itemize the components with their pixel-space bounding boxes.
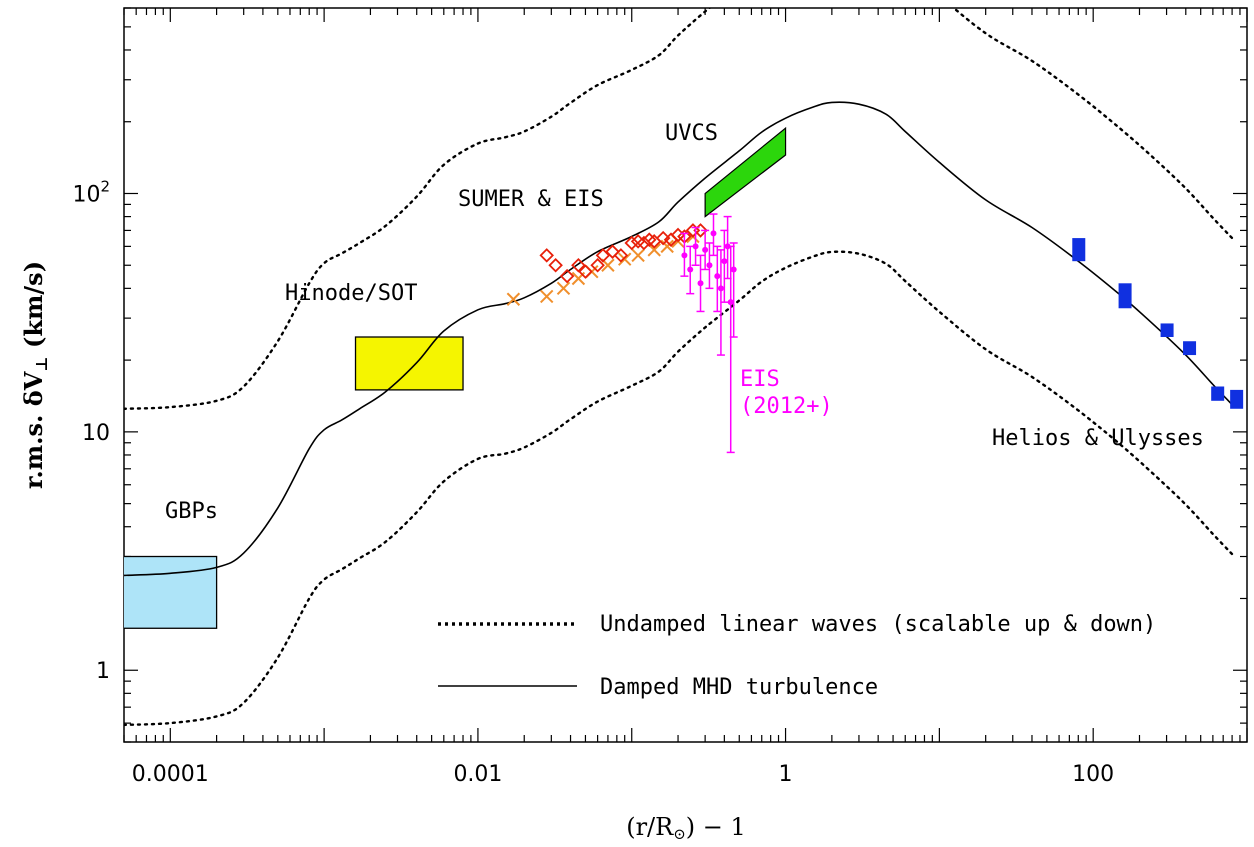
sumer-eis-cross [617, 252, 632, 266]
helios-ulysses-bar [1211, 386, 1225, 401]
cross-stroke [631, 248, 645, 263]
eis-marker [710, 230, 717, 237]
sumer-eis-cross [540, 289, 554, 304]
x-tick-label: 0.01 [453, 762, 502, 787]
cross-stroke [647, 243, 661, 257]
eis-marker [721, 258, 728, 265]
undamped-upper-line [124, 8, 1234, 410]
legend-label-undamped: Undamped linear waves (scalable up & dow… [600, 612, 1156, 637]
eis-2012-point [705, 242, 714, 290]
helios-ulysses-bar [1118, 283, 1132, 309]
eis-marker [730, 266, 737, 273]
helios-ulysses-bar [1160, 323, 1174, 338]
gbps-box [124, 555, 218, 629]
legend-label-damped: Damped MHD turbulence [600, 675, 878, 700]
sumer-eis-diamond [641, 232, 657, 247]
axis-ticks: 0.0001 0.01 1 100 1 10 102 [72, 7, 1248, 787]
eis-2012-point [701, 229, 710, 271]
cross-stroke [556, 281, 571, 296]
eis-2012-point [709, 213, 718, 257]
eis-2012-point [691, 226, 700, 266]
eis-marker [706, 262, 713, 269]
sumer-eis-diamond [630, 234, 646, 249]
sumer-eis-cross [506, 292, 521, 306]
y-tick-label: 1 [96, 659, 110, 684]
sumer-eis-diamond [605, 244, 620, 259]
helios-ulysses-bar [1072, 238, 1086, 262]
annotation-gbps: GBPs [165, 499, 218, 524]
legend: Undamped linear waves (scalable up & dow… [438, 612, 1156, 700]
sumer-eis-diamond [693, 223, 708, 238]
y-tick-label: 10 [82, 421, 110, 446]
helios-ulysses-bar [1230, 389, 1244, 409]
cross-stroke [601, 258, 615, 272]
sumer-eis-diamond [624, 235, 640, 251]
eis-2012-point [686, 245, 695, 295]
sumer-eis-diamond [571, 257, 586, 273]
eis-2012-point [723, 215, 732, 280]
eis-marker [717, 285, 724, 292]
eis-2012-point [729, 242, 738, 338]
x-tick-label: 1 [779, 762, 793, 787]
x-tick-label: 100 [1072, 762, 1114, 787]
sumer-eis-diamond [539, 248, 554, 263]
eis-marker [727, 299, 734, 306]
sumer-eis-cross [556, 281, 571, 296]
cross-stroke [540, 289, 554, 304]
annotation-uvcs: UVCS [665, 121, 718, 146]
x-axis-label: (r/R⊙) − 1 [626, 813, 746, 843]
eis-marker [687, 266, 694, 273]
hinode-sot-box [354, 336, 464, 391]
sumer-eis-diamond [578, 264, 593, 279]
annotation-eis-2012: EIS (2012+) [740, 367, 833, 419]
y-tick-label: 102 [72, 177, 110, 207]
cross-stroke [617, 252, 632, 266]
helios-ulysses-bar [1183, 341, 1197, 356]
annotation-hinode-sot: Hinode/SOT [285, 281, 417, 306]
eis-2012-point [680, 232, 689, 277]
sumer-eis-diamond [613, 248, 629, 263]
x-tick-label: 0.0001 [132, 762, 209, 787]
eis-2012-point [726, 245, 735, 454]
uvcs-band [704, 126, 787, 218]
sumer-eis-diamond [559, 268, 575, 284]
eis-marker [714, 273, 721, 280]
cross-stroke [660, 239, 674, 254]
sumer-eis-cross [631, 248, 645, 263]
eis-marker [692, 243, 699, 250]
eis-2012-point [713, 245, 722, 313]
eis-marker [702, 246, 709, 253]
svg-text:r.m.s. δV⊥ (km/s): r.m.s. δV⊥ (km/s) [19, 261, 51, 489]
eis-2012-point [696, 254, 705, 313]
sumer-eis-diamond [548, 257, 563, 273]
sumer-eis-diamond [655, 230, 671, 246]
y-axis-label: r.m.s. δV⊥ (km/s) [19, 261, 51, 489]
cross-stroke [506, 292, 521, 306]
undamped-lower-line [124, 250, 1234, 727]
damped-mhd-line [124, 101, 1233, 577]
plot-frame [123, 7, 1248, 743]
annotation-helios-ulysses: Helios & Ulysses [992, 426, 1204, 451]
sumer-eis-cross [660, 239, 674, 254]
eis-marker [681, 252, 688, 259]
annotation-sumer-eis: SUMER & EIS [458, 187, 604, 212]
sumer-eis-diamond [590, 257, 605, 273]
eis-marker [697, 280, 704, 287]
